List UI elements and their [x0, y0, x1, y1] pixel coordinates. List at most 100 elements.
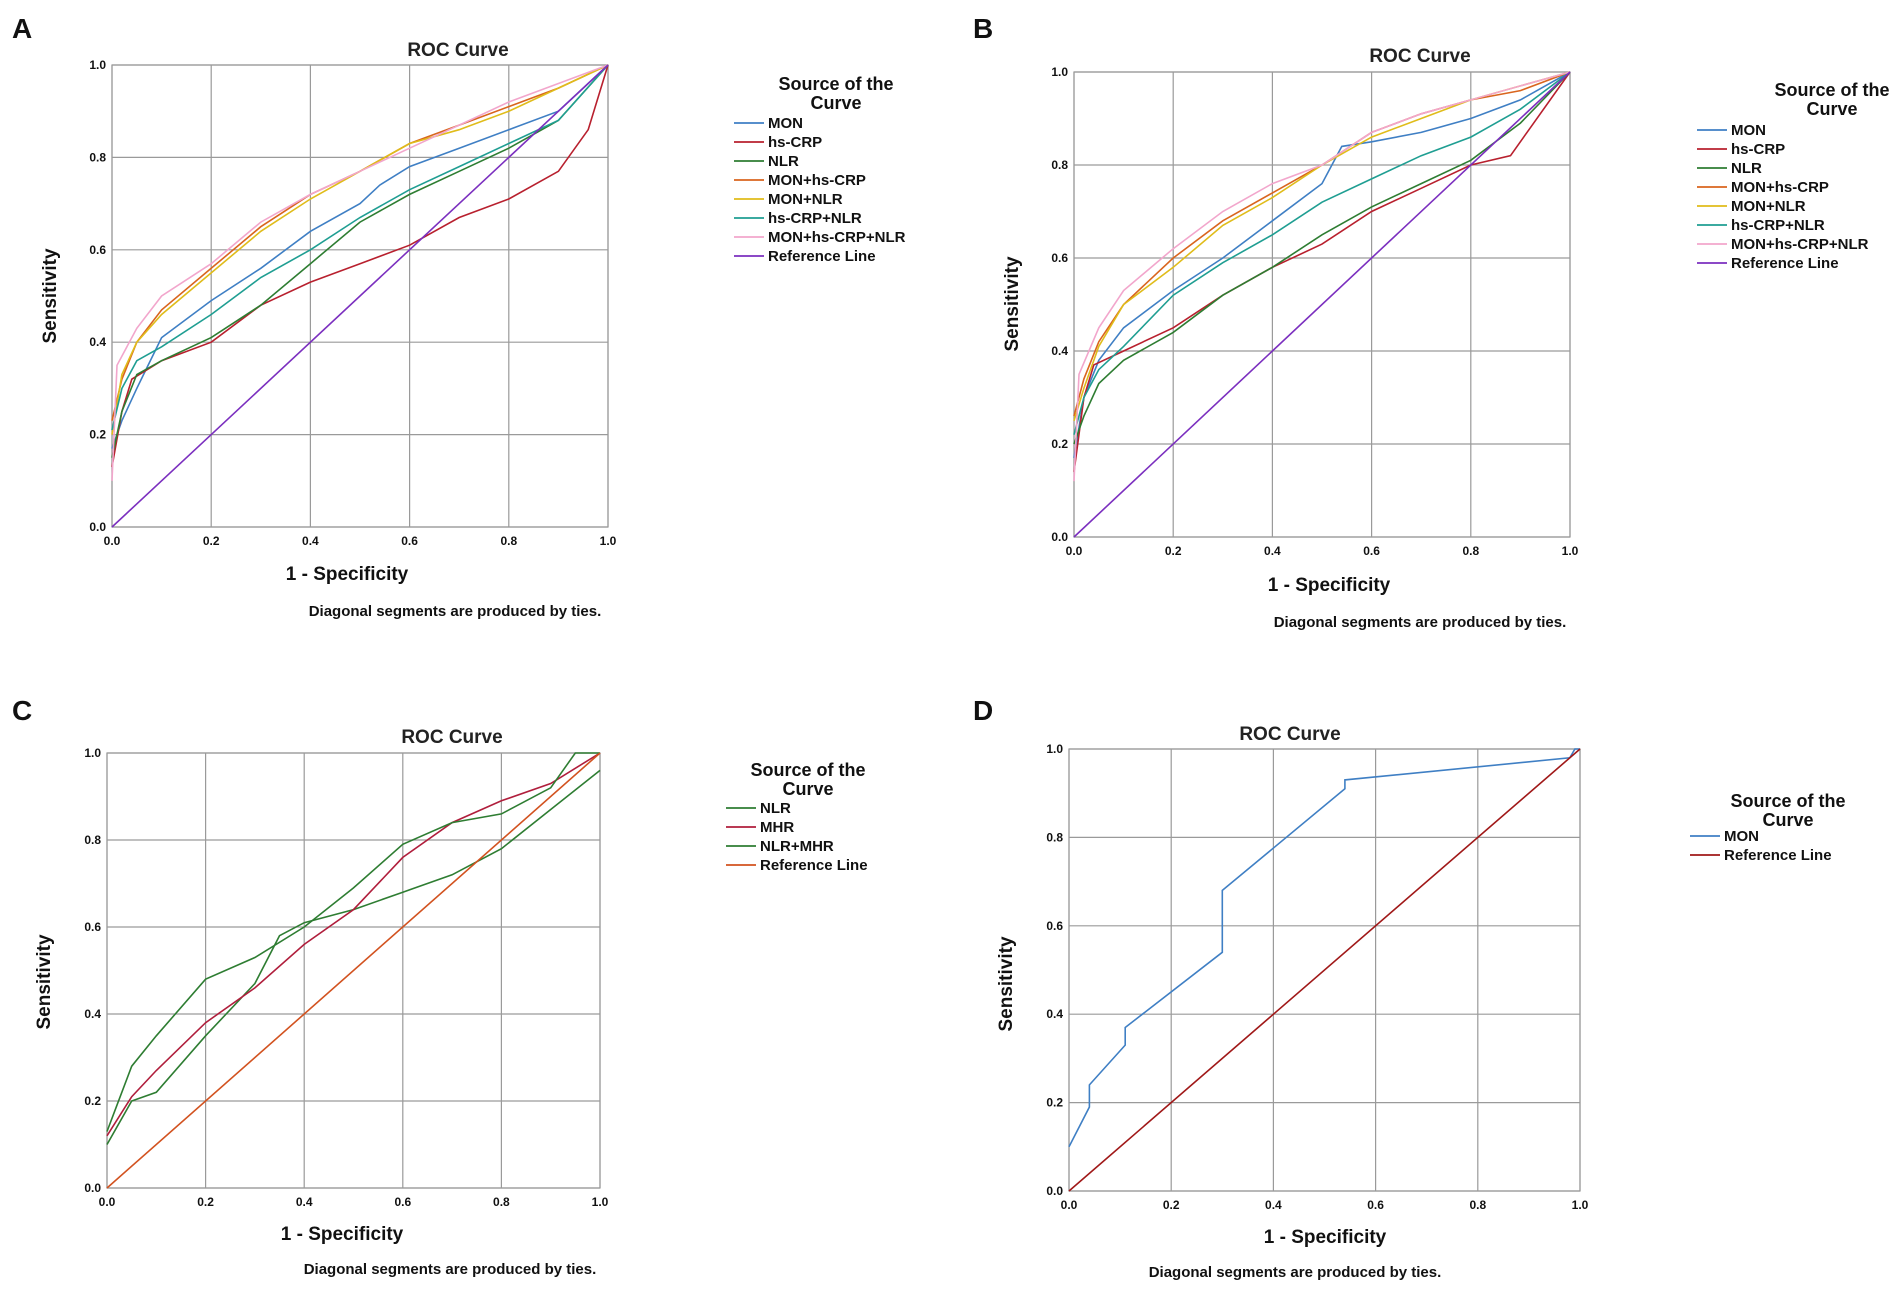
legend-item-label: MON+NLR	[768, 191, 843, 208]
chart-title: ROC Curve	[401, 727, 502, 748]
y-tick-label: 0.8	[1051, 158, 1068, 172]
legend-item-label: hs-CRP	[768, 134, 822, 151]
series-line-hs-crp	[1073, 71, 1571, 473]
series-line-nlr	[111, 64, 609, 458]
x-tick-label: 0.8	[493, 1195, 510, 1209]
x-tick-label: 1.0	[592, 1195, 609, 1209]
legend-title: Source of the Curve	[1730, 791, 1845, 830]
x-tick-label: 0.8	[1469, 1198, 1486, 1212]
series-line-nlr-mhr	[106, 752, 600, 1132]
ties-note: Diagonal segments are produced by ties.	[1149, 1264, 1442, 1281]
y-tick-label: 0.2	[1046, 1096, 1063, 1110]
y-axis-label: Sensitivity	[996, 936, 1017, 1031]
y-tick-label: 0.4	[1046, 1007, 1063, 1021]
legend-title: Source of the Curve	[1774, 80, 1889, 119]
panel-label: B	[973, 13, 993, 44]
y-tick-label: 0.6	[84, 920, 101, 934]
series-line-reference-line	[1073, 71, 1571, 538]
series-line-hs-crp-nlr	[111, 64, 609, 431]
x-tick-label: 0.6	[1367, 1198, 1384, 1212]
series-line-mon-nlr	[111, 64, 609, 435]
y-tick-label: 0.6	[1051, 251, 1068, 265]
series-line-reference-line	[1068, 748, 1581, 1192]
y-tick-label: 0.8	[1046, 830, 1063, 844]
panel-b: B 0.00.0 0.2 0.2 0.4 0.4 0.6 0.6 0.8 0.8 1.0 1.0 ROC…	[973, 13, 1890, 631]
x-tick-label: 0.0	[104, 534, 121, 548]
y-tick-label: 0.0	[1051, 530, 1068, 544]
legend-item-label: Reference Line	[760, 857, 868, 874]
y-axis-label: Sensitivity	[1002, 256, 1023, 351]
series-line-mon-hs-crp-nlr	[1073, 71, 1571, 482]
y-tick-label: 0.4	[89, 335, 106, 349]
series-line-reference-line	[106, 752, 601, 1189]
x-tick-label: 0.2	[203, 534, 220, 548]
x-axis-label: 1 - Specificity	[286, 564, 409, 585]
chart-title: ROC Curve	[1369, 46, 1470, 67]
series-line-mon	[111, 64, 609, 449]
series-line-nlr	[106, 769, 601, 1145]
legend-item-label: NLR+MHR	[760, 838, 834, 855]
x-tick-label: 0.4	[1265, 1198, 1282, 1212]
series-line-mon	[1073, 71, 1571, 459]
y-tick-label: 0.2	[89, 428, 106, 442]
legend-item-label: MON+NLR	[1731, 198, 1806, 215]
y-tick-label: 0.8	[84, 833, 101, 847]
ties-note: Diagonal segments are produced by ties.	[304, 1261, 597, 1278]
legend-item-label: Reference Line	[768, 248, 876, 265]
legend: Source of the Curve MON hs-CRP NLR MON+hs-CRP…	[1697, 80, 1890, 272]
chart-title: ROC Curve	[407, 40, 508, 61]
y-axis-label: Sensitivity	[40, 248, 61, 343]
legend-item-label: MON+hs-CRP+NLR	[1731, 236, 1869, 253]
legend-item-label: MON+hs-CRP+NLR	[768, 229, 906, 246]
panel-d: D 0.00.0 0.2 0.2 0.4 0.4 0.6 0.6 0.8 0.8 1.0 1.0 ROC…	[973, 695, 1846, 1281]
y-axis-label: Sensitivity	[34, 934, 55, 1029]
y-tick-label: 1.0	[1051, 65, 1068, 79]
panel-label: A	[12, 13, 32, 44]
series-line-nlr	[1073, 71, 1571, 445]
legend-item-label: Reference Line	[1724, 847, 1832, 864]
legend: Source of the Curve MON hs-CRP NLR MON+hs-CRP…	[734, 74, 906, 265]
y-tick-label: 0.0	[89, 520, 106, 534]
series-line-hs-crp-nlr	[1073, 71, 1571, 435]
x-tick-label: 0.0	[1061, 1198, 1078, 1212]
x-tick-label: 0.4	[1264, 544, 1281, 558]
y-tick-label: 0.6	[1046, 919, 1063, 933]
x-tick-label: 0.0	[99, 1195, 116, 1209]
series-line-mhr	[106, 752, 601, 1137]
ties-note: Diagonal segments are produced by ties.	[309, 603, 602, 620]
x-tick-label: 0.2	[1165, 544, 1182, 558]
panel-label: C	[12, 695, 32, 726]
legend-item-label: MHR	[760, 819, 794, 836]
y-tick-label: 1.0	[84, 746, 101, 760]
x-axis-label: 1 - Specificity	[281, 1224, 404, 1245]
legend-item-label: hs-CRP+NLR	[1731, 217, 1825, 234]
x-tick-label: 1.0	[1562, 544, 1579, 558]
y-tick-label: 0.0	[84, 1181, 101, 1195]
y-tick-label: 1.0	[89, 58, 106, 72]
x-tick-label: 1.0	[1572, 1198, 1589, 1212]
y-tick-label: 0.2	[84, 1094, 101, 1108]
x-tick-label: 0.8	[500, 534, 517, 548]
legend-item-label: MON	[768, 115, 803, 132]
series-line-reference-line	[111, 64, 609, 528]
x-tick-label: 0.2	[197, 1195, 214, 1209]
legend-item-label: hs-CRP+NLR	[768, 210, 862, 227]
x-tick-label: 0.6	[394, 1195, 411, 1209]
legend-item-label: NLR	[768, 153, 799, 170]
x-tick-label: 0.4	[302, 534, 319, 548]
x-tick-label: 0.4	[296, 1195, 313, 1209]
x-tick-label: 0.6	[1363, 544, 1380, 558]
ties-note: Diagonal segments are produced by ties.	[1274, 614, 1567, 631]
y-tick-label: 0.6	[89, 243, 106, 257]
x-tick-label: 0.0	[1066, 544, 1083, 558]
legend-item-label: MON	[1724, 828, 1759, 845]
series-line-mon-hs-crp-nlr	[111, 64, 609, 481]
y-tick-label: 0.4	[84, 1007, 101, 1021]
y-tick-label: 0.4	[1051, 344, 1068, 358]
x-tick-label: 0.8	[1462, 544, 1479, 558]
legend-title: Source of the Curve	[750, 760, 865, 799]
legend-item-label: hs-CRP	[1731, 141, 1785, 158]
